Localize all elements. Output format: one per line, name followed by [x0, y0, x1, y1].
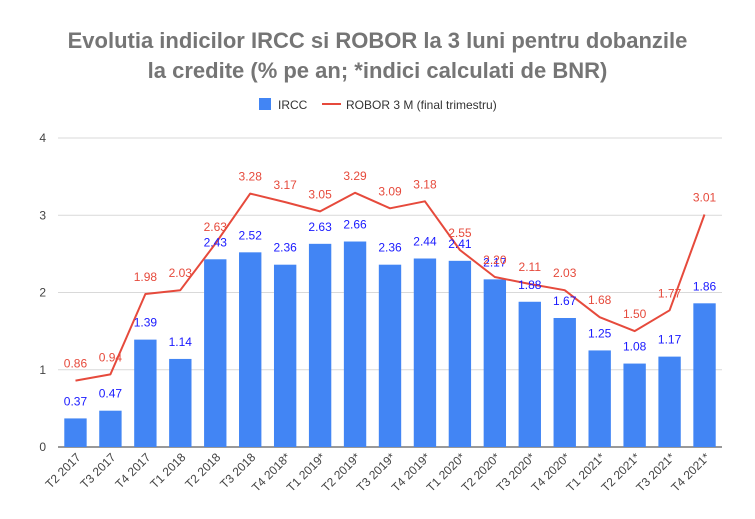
line-data-label: 2.03 [169, 266, 193, 280]
bar-data-label: 1.14 [169, 335, 193, 349]
legend: IRCC ROBOR 3 M (final trimestru) [259, 98, 497, 112]
bar-ircc [64, 418, 87, 447]
x-tick-label: T3 2017 [77, 450, 118, 491]
line-data-label: 3.18 [413, 177, 437, 191]
bar-data-label: 1.67 [553, 294, 577, 308]
bar-data-label: 1.39 [134, 316, 158, 330]
bar-data-label: 2.36 [273, 241, 297, 255]
chart-title-line-1: Evolutia indicilor IRCC si ROBOR la 3 lu… [67, 28, 688, 53]
line-data-label: 3.17 [273, 178, 297, 192]
bar-data-label: 1.88 [518, 278, 542, 292]
line-data-label: 1.98 [134, 270, 158, 284]
bar-ircc [204, 259, 227, 447]
chart-title: Evolutia indicilor IRCC si ROBOR la 3 lu… [0, 26, 755, 86]
legend-swatch-ircc [259, 98, 271, 110]
bar-ircc [448, 260, 472, 447]
bar-ircc [483, 279, 507, 447]
y-tick-label: 0 [39, 440, 46, 454]
x-tick-label: T4 2021* [668, 450, 713, 495]
bar-ircc [134, 339, 157, 447]
bar-data-label: 1.25 [588, 326, 612, 340]
line-data-label: 3.09 [378, 184, 402, 198]
bar-ircc [658, 356, 681, 447]
bar-ircc [273, 264, 297, 447]
line-data-label: 1.77 [658, 286, 682, 300]
y-tick-label: 3 [39, 208, 46, 222]
line-data-label: 2.03 [553, 266, 577, 280]
bar-ircc [378, 264, 402, 447]
chart-title-line-2: la credite (% pe an; *indici calculati d… [147, 58, 608, 83]
line-data-label: 2.20 [483, 253, 507, 267]
x-tick-label: T2 2017 [43, 450, 84, 491]
line-data-label: 3.29 [343, 169, 367, 183]
line-data-label: 3.05 [308, 187, 332, 201]
line-data-label: 3.28 [239, 170, 263, 184]
y-axis: 0 1 2 3 4 [39, 131, 46, 454]
legend-label-robor: ROBOR 3 M (final trimestru) [346, 98, 497, 112]
y-tick-label: 1 [39, 363, 46, 377]
data-labels: 0.37 0.47 1.39 1.14 2.43 2.52 2.36 2.63 2.66 2.36… [64, 169, 717, 409]
bar-data-label: 2.41 [448, 237, 472, 251]
line-data-label: 2.11 [519, 260, 542, 274]
line-series-robor [75, 191, 706, 382]
bar-data-label: 2.36 [378, 241, 402, 255]
bar-data-label: 2.17 [483, 255, 507, 269]
line-data-label: 2.55 [448, 226, 472, 240]
bar-ircc [99, 410, 122, 447]
x-tick-label: T1 2018 [147, 450, 188, 491]
bar-data-label: 2.63 [308, 220, 332, 234]
y-tick-label: 4 [39, 131, 46, 145]
bar-ircc [588, 350, 611, 447]
bar-ircc [553, 317, 576, 447]
bar-data-label: 0.37 [64, 394, 88, 408]
line-data-label: 1.68 [588, 293, 612, 307]
bar-data-label: 2.43 [204, 235, 228, 249]
line-data-label: 1.50 [623, 307, 647, 321]
line-data-label: 0.94 [99, 350, 123, 364]
bar-ircc [343, 241, 367, 447]
bar-data-label: 1.17 [658, 333, 682, 347]
bar-data-label: 2.52 [239, 228, 263, 242]
bar-data-label: 1.86 [693, 279, 717, 293]
bar-data-label: 1.08 [623, 340, 647, 354]
y-tick-label: 2 [39, 286, 46, 300]
line-data-label: 2.63 [204, 220, 228, 234]
bar-ircc [693, 303, 716, 447]
bar-ircc [308, 243, 332, 447]
bar-data-label: 2.66 [343, 218, 367, 232]
bar-data-label: 2.44 [413, 235, 437, 249]
legend-label-ircc: IRCC [278, 98, 308, 112]
x-tick-label: T4 2017 [112, 450, 153, 491]
bar-data-label: 0.47 [99, 387, 123, 401]
bar-ircc [413, 258, 437, 447]
bar-ircc [623, 363, 646, 447]
bar-ircc [239, 252, 262, 447]
x-tick-label: T2 2018 [182, 450, 223, 491]
bar-series-ircc [64, 241, 716, 447]
bar-ircc [169, 358, 192, 447]
line-data-label: 0.86 [64, 357, 88, 371]
line-data-label: 3.01 [693, 190, 717, 204]
bar-ircc [518, 301, 541, 447]
